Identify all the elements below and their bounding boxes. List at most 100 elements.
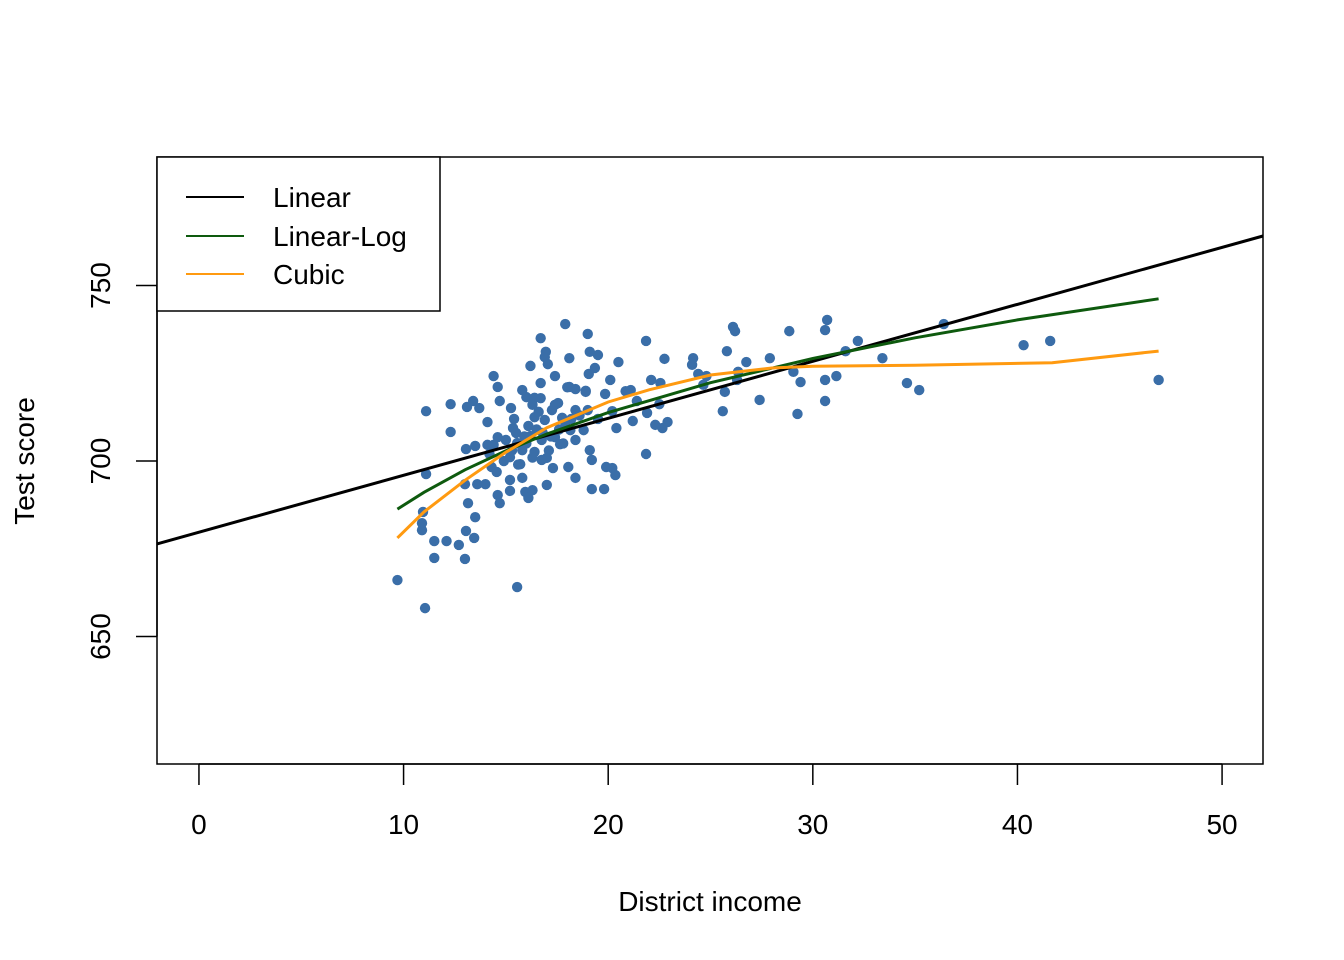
data-point bbox=[819, 395, 831, 407]
data-point bbox=[795, 376, 806, 388]
data-point bbox=[494, 395, 505, 407]
data-point bbox=[445, 398, 456, 410]
data-point bbox=[819, 324, 831, 336]
data-point bbox=[582, 328, 593, 340]
scatter-points bbox=[392, 314, 1164, 614]
data-point bbox=[521, 391, 532, 403]
data-point bbox=[533, 406, 544, 418]
data-point bbox=[586, 483, 598, 495]
data-point bbox=[1153, 374, 1164, 386]
fit-lines bbox=[156, 234, 1264, 546]
data-point bbox=[721, 345, 733, 357]
x-tick-label: 20 bbox=[593, 809, 624, 840]
data-point bbox=[468, 532, 480, 544]
data-point bbox=[460, 443, 472, 455]
data-point bbox=[523, 420, 534, 432]
data-point bbox=[508, 413, 520, 425]
data-point bbox=[504, 485, 516, 497]
data-point bbox=[914, 384, 925, 396]
data-point bbox=[510, 427, 522, 439]
data-point bbox=[792, 408, 803, 420]
y-tick-label: 700 bbox=[85, 438, 116, 485]
data-point bbox=[500, 434, 512, 446]
data-point bbox=[563, 461, 574, 473]
data-point bbox=[474, 402, 485, 414]
data-point bbox=[488, 370, 499, 382]
data-point bbox=[784, 325, 795, 337]
data-point bbox=[1044, 335, 1056, 347]
x-tick-label: 30 bbox=[797, 809, 828, 840]
data-point bbox=[420, 405, 432, 417]
legend-label-cubic: Cubic bbox=[273, 259, 345, 290]
data-point bbox=[504, 474, 516, 486]
data-point bbox=[462, 497, 474, 509]
data-point bbox=[1018, 339, 1029, 351]
data-point bbox=[592, 349, 604, 361]
data-point bbox=[488, 439, 499, 451]
data-point bbox=[640, 335, 652, 347]
data-point bbox=[547, 462, 559, 474]
legend: Linear Linear-Log Cubic bbox=[156, 156, 441, 312]
data-point bbox=[613, 356, 624, 368]
data-point bbox=[877, 352, 888, 364]
x-axis-label: District income bbox=[618, 886, 802, 917]
data-point bbox=[491, 466, 502, 478]
y-axis: 650 700 750 bbox=[85, 262, 158, 660]
data-point bbox=[492, 381, 503, 393]
data-point bbox=[492, 431, 503, 443]
data-point bbox=[541, 479, 553, 491]
data-point bbox=[560, 318, 571, 330]
data-point bbox=[687, 352, 699, 364]
series-line-cubic bbox=[396, 349, 1159, 539]
data-point bbox=[659, 353, 670, 365]
data-point bbox=[529, 392, 540, 404]
y-tick-label: 750 bbox=[85, 262, 116, 309]
data-point bbox=[570, 472, 581, 484]
data-point bbox=[527, 484, 538, 496]
data-point bbox=[453, 539, 465, 551]
data-point bbox=[641, 407, 653, 419]
data-point bbox=[852, 335, 864, 347]
data-point bbox=[469, 511, 481, 523]
legend-label-linear: Linear bbox=[273, 182, 351, 213]
data-point bbox=[511, 581, 523, 593]
data-point bbox=[517, 472, 528, 484]
data-point bbox=[764, 352, 776, 364]
data-point bbox=[819, 374, 831, 386]
data-point bbox=[719, 386, 731, 398]
data-point bbox=[535, 377, 546, 389]
x-tick-label: 40 bbox=[1002, 809, 1033, 840]
data-point bbox=[467, 395, 479, 407]
data-point bbox=[570, 383, 581, 395]
data-point bbox=[611, 422, 622, 434]
x-tick-label: 50 bbox=[1206, 809, 1237, 840]
data-point bbox=[625, 384, 636, 396]
data-point bbox=[419, 602, 431, 614]
series-line-linear bbox=[156, 234, 1264, 546]
data-point bbox=[627, 415, 638, 427]
data-point bbox=[562, 382, 573, 393]
data-point bbox=[525, 360, 536, 372]
x-tick-label: 0 bbox=[191, 809, 207, 840]
data-point bbox=[523, 492, 534, 504]
data-point bbox=[578, 424, 589, 436]
data-point bbox=[717, 405, 728, 417]
data-point bbox=[584, 346, 595, 358]
data-point bbox=[640, 448, 652, 460]
data-point bbox=[598, 483, 610, 495]
data-point bbox=[536, 454, 547, 466]
data-point bbox=[580, 385, 591, 397]
data-point bbox=[662, 416, 673, 428]
data-point bbox=[549, 370, 561, 382]
data-point bbox=[498, 455, 510, 467]
data-point bbox=[549, 399, 561, 411]
data-point bbox=[542, 358, 554, 370]
y-tick-label: 650 bbox=[85, 613, 116, 660]
data-point bbox=[610, 469, 621, 481]
series-line-linear-log bbox=[396, 297, 1159, 511]
data-point bbox=[741, 356, 752, 368]
data-point bbox=[535, 332, 546, 344]
legend-label-linear-log: Linear-Log bbox=[273, 221, 407, 252]
data-point bbox=[729, 325, 741, 337]
